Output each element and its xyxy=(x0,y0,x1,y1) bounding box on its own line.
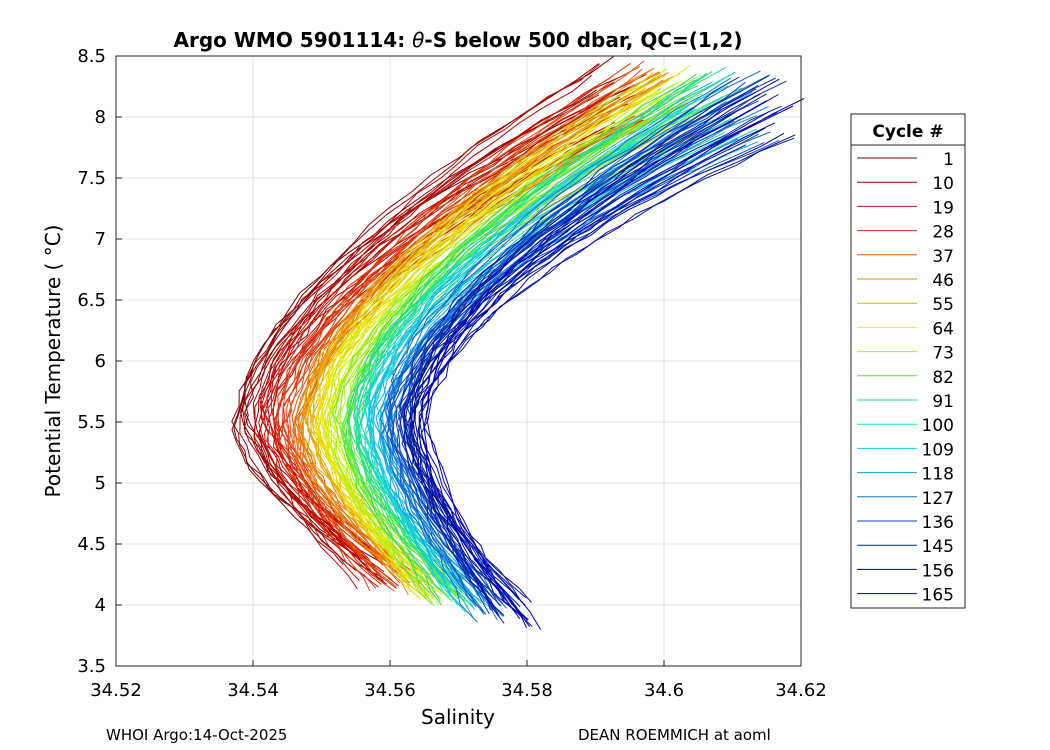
legend-label: 37 xyxy=(932,247,954,267)
legend-label: 145 xyxy=(922,537,954,557)
y-tick-label: 4 xyxy=(95,595,106,616)
x-tick-label: 34.58 xyxy=(501,680,553,701)
cycle-profile-line xyxy=(243,103,629,571)
cycle-profile-line xyxy=(261,92,640,559)
legend-label: 91 xyxy=(932,392,954,412)
x-tick-label: 34.54 xyxy=(227,680,279,701)
cycle-profile-line xyxy=(398,75,770,617)
legend-label: 136 xyxy=(922,513,954,533)
cycle-profile-line xyxy=(292,68,643,592)
cycle-profile-line xyxy=(425,105,794,627)
y-tick-label: 5.5 xyxy=(77,412,106,433)
cycle-profile-line xyxy=(276,96,631,563)
legend-label: 118 xyxy=(922,465,954,485)
legend-label: 55 xyxy=(932,295,954,315)
cycle-profile-line xyxy=(311,85,658,598)
cycle-profile-line xyxy=(380,105,769,617)
x-tick-label: 34.52 xyxy=(90,680,142,701)
cycle-profile-line xyxy=(409,137,795,616)
y-tick-label: 6.5 xyxy=(77,290,106,311)
legend-label: 1 xyxy=(943,150,954,170)
legend: Cycle # 1 10 19 28 37 46 55 64 73 82 91 100 109 118 12… xyxy=(850,113,966,609)
x-tick-label: 34.62 xyxy=(775,680,827,701)
cycle-profile-line xyxy=(339,83,675,594)
legend-label: 73 xyxy=(932,344,954,364)
cycle-profile-line xyxy=(420,122,776,624)
legend-label: 109 xyxy=(922,440,954,460)
legend-label: 127 xyxy=(922,489,954,509)
legend-label: 64 xyxy=(932,319,954,339)
y-tick-label: 4.5 xyxy=(77,534,106,555)
cycle-profile-line xyxy=(390,70,761,603)
x-tick-label: 34.6 xyxy=(644,680,684,701)
cycle-profile-line xyxy=(258,63,600,581)
cycle-profile-line xyxy=(304,87,646,584)
cycle-profile-line xyxy=(369,113,730,610)
cycle-profile-line xyxy=(356,94,704,588)
cycle-profile-line xyxy=(352,84,699,606)
legend-label: 165 xyxy=(922,586,954,606)
y-axis-label: Potential Temperature ( °C) xyxy=(41,225,65,498)
y-tick-label: 7 xyxy=(95,229,106,250)
cycle-profile-line xyxy=(258,77,611,590)
cycle-profile-line xyxy=(312,72,654,593)
cycle-profile-line xyxy=(297,71,669,580)
cycle-profile-line xyxy=(318,121,667,579)
cycle-profile-line xyxy=(396,81,746,596)
y-tick-label: 5 xyxy=(95,473,106,494)
cycle-profile-line xyxy=(379,77,732,604)
cycle-profile-line xyxy=(423,100,767,628)
cycle-profile-line xyxy=(411,144,747,607)
y-tick-label: 8.5 xyxy=(77,46,106,67)
legend-title: Cycle # xyxy=(872,122,943,142)
cycle-profile-line xyxy=(418,134,796,628)
footer-left: WHOI Argo:14-Oct-2025 xyxy=(106,726,288,744)
chart-title: Argo WMO 5901114: θ-S below 500 dbar, QC… xyxy=(174,28,743,52)
cycle-profile-line xyxy=(244,94,600,586)
legend-label: 28 xyxy=(932,223,954,243)
cycle-profile-line xyxy=(386,118,742,613)
cycle-profile-line xyxy=(347,73,697,602)
cycle-profile-line xyxy=(421,78,780,630)
cycle-profile-line xyxy=(381,84,759,615)
cycle-profile-line xyxy=(417,132,785,620)
legend-label: 46 xyxy=(932,271,954,291)
cycle-profile-line xyxy=(285,62,631,577)
cycle-profile-line xyxy=(375,133,740,608)
footer-right: DEAN ROEMMICH at aoml xyxy=(578,726,771,744)
cycle-profile-line xyxy=(348,72,734,597)
y-tick-label: 6 xyxy=(95,351,106,372)
legend-label: 100 xyxy=(922,416,954,436)
cycle-profile-line xyxy=(404,76,740,599)
cycle-profile-line xyxy=(328,81,682,605)
cycle-profile-line xyxy=(253,72,630,588)
cycle-profile-line xyxy=(324,68,668,583)
legend-label: 10 xyxy=(932,174,954,194)
cycle-profile-line xyxy=(409,91,757,621)
cycle-profile-line xyxy=(401,133,759,601)
legend-label: 19 xyxy=(932,198,954,218)
cycle-profile-line xyxy=(309,76,674,582)
x-tick-labels: 34.52 34.54 34.56 34.58 34.6 34.62 xyxy=(90,680,827,701)
y-tick-labels: 3.5 4 4.5 5 5.5 6 6.5 7 7.5 8 8.5 xyxy=(77,46,106,677)
cycle-profile-line xyxy=(264,128,616,587)
y-tick-label: 8 xyxy=(95,107,106,128)
data-series xyxy=(231,55,805,630)
legend-label: 82 xyxy=(932,368,954,388)
cycle-profile-line xyxy=(370,71,736,592)
x-tick-label: 34.56 xyxy=(364,680,416,701)
cycle-profile-line xyxy=(320,89,660,581)
cycle-profile-line xyxy=(417,94,779,603)
x-axis-label: Salinity xyxy=(421,705,495,729)
y-tick-label: 7.5 xyxy=(77,168,106,189)
y-tick-label: 3.5 xyxy=(77,656,106,677)
legend-box xyxy=(850,113,966,609)
axes-box xyxy=(115,55,802,667)
cycle-profile-line xyxy=(231,81,615,565)
legend-label: 156 xyxy=(922,561,954,581)
legend-items: 1 10 19 28 37 46 55 64 73 82 91 100 109 118 127 136 145 1… xyxy=(857,150,954,606)
